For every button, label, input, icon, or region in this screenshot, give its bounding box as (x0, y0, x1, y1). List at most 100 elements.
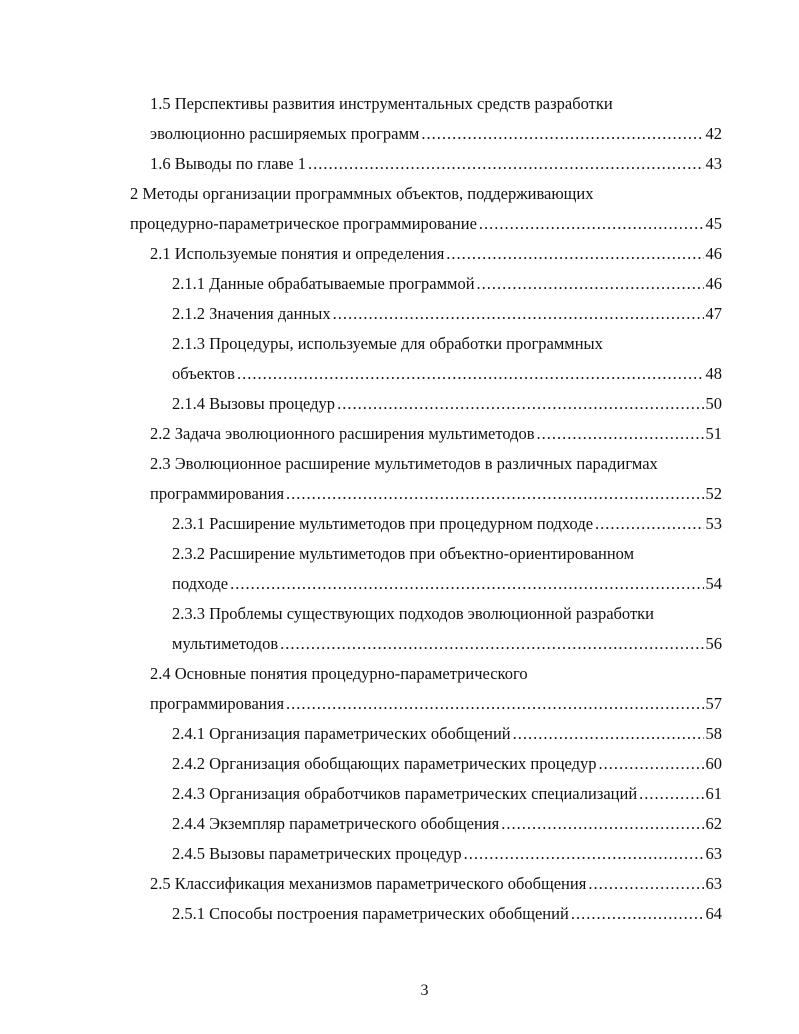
toc-entry-line: 2.4.5 Вызовы параметрических процедур 63 (0, 839, 722, 869)
toc-entry-text: 2.4.1 Организация параметрических обобще… (172, 724, 511, 743)
dot-leader (337, 389, 703, 419)
toc-entry-text: 2.1 Используемые понятия и определения (150, 244, 445, 263)
toc-page-number: 64 (705, 904, 723, 923)
toc-entry-text: 2.1.2 Значения данных (172, 304, 331, 323)
toc-entry-line: подходе 54 (0, 569, 722, 599)
toc-entry-line: 2.5 Классификация механизмов параметриче… (0, 869, 722, 899)
toc-entry-line: 2.1 Используемые понятия и определения 46 (0, 239, 722, 269)
toc-entry-line: 2.1.1 Данные обрабатываемые программой 46 (0, 269, 722, 299)
toc-entry-text: 2.4.4 Экземпляр параметрического обобщен… (172, 814, 500, 833)
toc-entry-line: 2.2 Задача эволюционного расширения муль… (0, 419, 722, 449)
toc-entry-line: 2.3.1 Расширение мультиметодов при проце… (0, 509, 722, 539)
toc-entry-line: 2.1.2 Значения данных 47 (0, 299, 722, 329)
toc-page-number: 50 (705, 394, 723, 413)
toc-entry-line: 2.3.3 Проблемы существующих подходов эво… (0, 599, 799, 629)
toc-page-number: 45 (705, 214, 723, 233)
toc-entry-text: 1.5 Перспективы развития инструментальны… (150, 94, 613, 113)
toc-entry-line: мультиметодов 56 (0, 629, 722, 659)
toc-entry-text: 2.5.1 Способы построения параметрических… (172, 904, 569, 923)
toc-page-number: 52 (705, 484, 723, 503)
page-number: 3 (420, 982, 429, 999)
toc-entry-line: 2.1.4 Вызовы процедур 50 (0, 389, 722, 419)
toc-page-number: 51 (705, 424, 723, 443)
toc-page-number: 62 (705, 814, 723, 833)
dot-leader (595, 509, 703, 539)
dot-leader (333, 299, 704, 329)
toc-entry-text: 2.2 Задача эволюционного расширения муль… (150, 424, 535, 443)
toc-page-number: 58 (705, 724, 723, 743)
toc-entry-text: 2.3.1 Расширение мультиметодов при проце… (172, 514, 594, 533)
toc-page-number: 63 (705, 874, 723, 893)
toc-entry-text: 2.4 Основные понятия процедурно-параметр… (150, 664, 528, 683)
dot-leader (537, 419, 704, 449)
dot-leader (421, 119, 703, 149)
dot-leader (501, 809, 703, 839)
toc-entry-line: 2.4.4 Экземпляр параметрического обобщен… (0, 809, 722, 839)
dot-leader (639, 779, 703, 809)
toc-entry-text: мультиметодов (172, 634, 279, 653)
toc-entry-line: 2 Методы организации программных объекто… (0, 179, 799, 209)
toc-page-number: 43 (705, 154, 723, 173)
dot-leader (446, 239, 703, 269)
dot-leader (571, 899, 704, 929)
dot-leader (237, 359, 704, 389)
dot-leader (230, 569, 703, 599)
toc-entry-line: объектов 48 (0, 359, 722, 389)
toc-entry-line: 2.4.2 Организация обобщающих параметриче… (0, 749, 722, 779)
toc-entry-text: 2.3 Эволюционное расширение мультиметодо… (150, 454, 658, 473)
dot-leader (477, 269, 704, 299)
toc-entry-text: 2.5 Классификация механизмов параметриче… (150, 874, 587, 893)
dot-leader (464, 839, 704, 869)
toc-page-number: 63 (705, 844, 723, 863)
dot-leader (308, 149, 704, 179)
toc-page-number: 47 (705, 304, 723, 323)
toc-entry-text: 2.4.2 Организация обобщающих параметриче… (172, 754, 597, 773)
dot-leader (513, 719, 704, 749)
toc-entry-line: процедурно-параметрическое программирова… (0, 209, 722, 239)
toc-entry-text: процедурно-параметрическое программирова… (130, 214, 477, 233)
toc-entry-text: программирования (150, 694, 285, 713)
toc-entry-line: 1.6 Выводы по главе 1 43 (0, 149, 722, 179)
dot-leader (479, 209, 704, 239)
dot-leader (588, 869, 703, 899)
toc-entry-line: программирования 57 (0, 689, 722, 719)
toc-entry-text: 2.3.2 Расширение мультиметодов при объек… (172, 544, 635, 563)
toc-entry-text: 1.6 Выводы по главе 1 (150, 154, 306, 173)
toc-entry-line: 1.5 Перспективы развития инструментальны… (0, 89, 799, 119)
toc-entry-text: объектов (172, 364, 235, 383)
toc-entry-line: 2.3.2 Расширение мультиметодов при объек… (0, 539, 799, 569)
toc-entry-line: 2.5.1 Способы построения параметрических… (0, 899, 722, 929)
toc-entry-text: 2.4.5 Вызовы параметрических процедур (172, 844, 462, 863)
toc-entry-line: 2.4 Основные понятия процедурно-параметр… (0, 659, 799, 689)
toc-entry-text: 2 Методы организации программных объекто… (130, 184, 594, 203)
toc-page-number: 54 (705, 574, 723, 593)
table-of-contents: 1.5 Перспективы развития инструментальны… (0, 89, 799, 929)
toc-entry-text: программирования (150, 484, 285, 503)
toc-page-number: 42 (705, 124, 723, 143)
toc-page-number: 61 (705, 784, 723, 803)
toc-page-number: 60 (705, 754, 723, 773)
toc-entry-text: 2.1.3 Процедуры, используемые для обрабо… (172, 334, 603, 353)
dot-leader (286, 689, 703, 719)
toc-entry-text: подходе (172, 574, 229, 593)
toc-page-number: 46 (705, 274, 723, 293)
toc-page-number: 46 (705, 244, 723, 263)
toc-entry-text: эволюционно расширяемых программ (150, 124, 420, 143)
toc-entry-line: 2.4.1 Организация параметрических обобще… (0, 719, 722, 749)
dot-leader (286, 479, 703, 509)
toc-entry-text: 2.3.3 Проблемы существующих подходов эво… (172, 604, 655, 623)
toc-entry-line: программирования 52 (0, 479, 722, 509)
toc-page-number: 56 (705, 634, 723, 653)
toc-entry-line: 2.3 Эволюционное расширение мультиметодо… (0, 449, 799, 479)
toc-page-number: 57 (705, 694, 723, 713)
toc-entry-line: эволюционно расширяемых программ 42 (0, 119, 722, 149)
toc-page-number: 53 (705, 514, 723, 533)
toc-page-number: 48 (705, 364, 723, 383)
dot-leader (599, 749, 704, 779)
dot-leader (280, 629, 703, 659)
toc-entry-line: 2.4.3 Организация обработчиков параметри… (0, 779, 722, 809)
toc-entry-text: 2.1.4 Вызовы процедур (172, 394, 336, 413)
toc-entry-text: 2.4.3 Организация обработчиков параметри… (172, 784, 638, 803)
toc-entry-text: 2.1.1 Данные обрабатываемые программой (172, 274, 475, 293)
toc-entry-line: 2.1.3 Процедуры, используемые для обрабо… (0, 329, 799, 359)
